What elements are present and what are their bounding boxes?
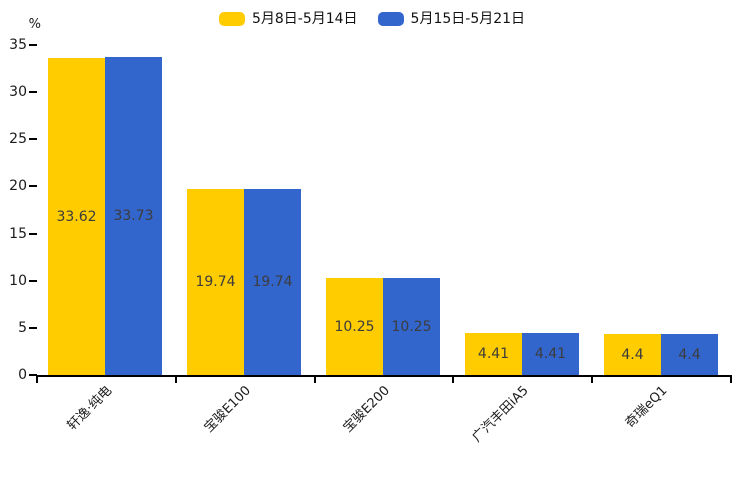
y-tick-label: 5 (18, 319, 27, 336)
y-tick-mark (29, 91, 37, 94)
y-tick-label: 10 (9, 272, 27, 289)
bar-week2-cat0: 33.73 (105, 57, 162, 375)
x-tick-mark (591, 375, 593, 383)
category-label-2: 宝骏E200 (340, 383, 393, 436)
bar-week1-cat0: 33.62 (48, 58, 105, 375)
category-label-3: 广汽丰田iA5 (469, 383, 532, 446)
legend-item-week2[interactable]: 5月15日-5月21日 (377, 11, 526, 27)
y-tick-label: 25 (9, 131, 27, 148)
legend-label-week1: 5月8日-5月14日 (251, 11, 358, 27)
y-tick-mark (29, 279, 37, 282)
x-tick-mark (314, 375, 316, 383)
legend-label-week2: 5月15日-5月21日 (410, 11, 526, 27)
bar-week1-cat1: 19.74 (187, 189, 244, 375)
bar-week2-cat3: 4.41 (522, 333, 579, 375)
x-tick-mark (730, 375, 732, 383)
y-tick-mark (29, 326, 37, 329)
y-tick-mark (29, 138, 37, 141)
y-tick-label: 20 (9, 178, 27, 195)
y-tick-label: 35 (9, 37, 27, 53)
legend-swatch-week1-icon (218, 12, 245, 26)
y-tick-mark (29, 374, 37, 376)
legend-swatch-week2-icon (377, 12, 404, 26)
bar-week1-cat3: 4.41 (465, 333, 522, 375)
bar-week1-cat2: 10.25 (326, 278, 383, 375)
y-tick-mark (29, 44, 37, 46)
y-axis-unit-label: % (28, 17, 41, 32)
y-tick-mark (29, 185, 37, 188)
y-tick-label: 15 (9, 225, 27, 242)
bar-week2-cat2: 10.25 (383, 278, 440, 375)
x-tick-mark (175, 375, 177, 383)
category-label-0: 轩逸·纯电 (65, 383, 116, 434)
x-axis-line (36, 375, 732, 377)
x-tick-mark (36, 375, 38, 383)
y-tick-mark (29, 232, 37, 235)
y-tick-label: 0 (18, 367, 27, 383)
bar-week2-cat4: 4.4 (661, 334, 718, 375)
y-tick-label: 30 (9, 84, 27, 101)
bar-week2-cat1: 19.74 (244, 189, 301, 375)
x-tick-mark (452, 375, 454, 383)
legend-item-week1[interactable]: 5月8日-5月14日 (218, 11, 358, 27)
bar-week1-cat4: 4.4 (604, 334, 661, 375)
category-label-1: 宝骏E100 (201, 383, 255, 436)
category-label-4: 奇瑞eQ1 (622, 383, 671, 432)
legend: 5月8日-5月14日 5月15日-5月21日 (0, 8, 744, 30)
